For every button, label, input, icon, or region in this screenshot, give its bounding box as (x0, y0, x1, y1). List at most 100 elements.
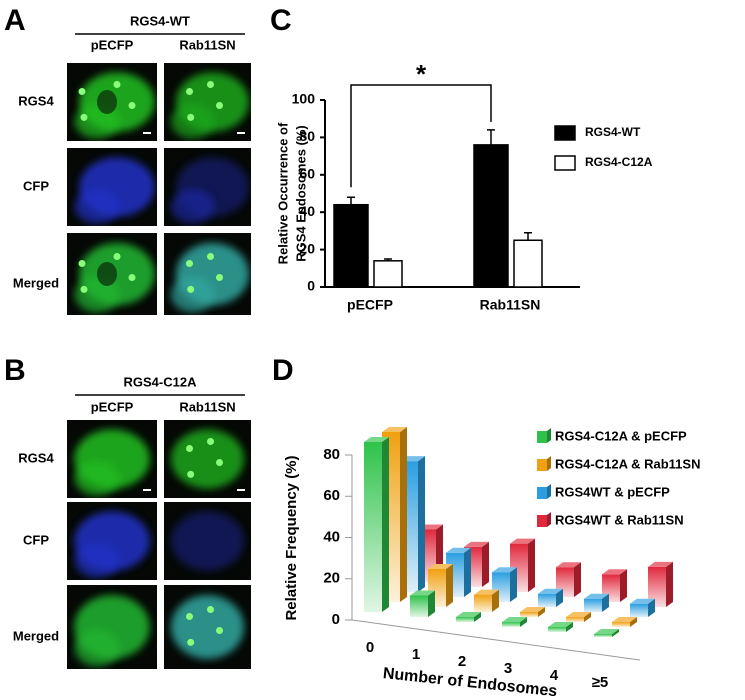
bar-3d (474, 589, 499, 612)
bar-3d (428, 563, 453, 607)
bar-front (364, 441, 382, 612)
endosome (186, 260, 193, 267)
endosome (187, 638, 195, 646)
micrograph (67, 63, 157, 141)
legend-label: RGS4-C12A & Rab11SN (555, 456, 700, 471)
bar-3d (446, 547, 471, 597)
endosome (113, 253, 121, 260)
row-label: Merged (13, 275, 59, 290)
bar-side (400, 426, 407, 602)
micrograph (67, 420, 157, 498)
bar-3d (648, 561, 673, 607)
x-tick-label: 3 (504, 660, 512, 677)
bar-top (428, 563, 453, 569)
bar-3d (566, 611, 591, 622)
bar-top (382, 426, 407, 432)
row-label: CFP (23, 532, 49, 547)
scale-bar (143, 132, 151, 134)
bar-3d (410, 590, 435, 617)
cell-group (170, 157, 250, 224)
bar-front (548, 626, 566, 632)
endosome (80, 113, 88, 121)
micrograph (164, 502, 251, 580)
y-tick-label: 80 (299, 128, 315, 144)
micrograph (164, 148, 251, 226)
x-tick-label: 4 (550, 667, 559, 684)
y-tick-label: 80 (323, 446, 340, 463)
cell-lobe (170, 276, 215, 313)
endosome (80, 285, 88, 293)
bar (513, 239, 543, 288)
bar-top (502, 616, 527, 622)
nucleus (97, 90, 117, 114)
x-tick-label: ≥5 (592, 674, 609, 691)
bar-top (520, 606, 545, 612)
legend-swatch (554, 155, 576, 171)
cell-lobe (74, 189, 120, 224)
endosome (216, 459, 223, 466)
column-label: pECFP (91, 37, 134, 52)
bar-side (612, 629, 619, 637)
y-axis-label: Relative Occurrence of (275, 122, 290, 264)
legend-swatch (537, 515, 547, 527)
micrograph (164, 585, 251, 669)
bar-top (602, 569, 627, 575)
legend-swatch (554, 125, 576, 141)
bar-3d (502, 616, 527, 627)
bar-side (602, 593, 609, 612)
scale-bar (143, 489, 151, 491)
cell (170, 511, 245, 571)
bar-side (574, 562, 581, 597)
bar-3d (630, 598, 655, 617)
bar-front (538, 593, 556, 607)
x-tick-label: 1 (412, 646, 420, 663)
y-tick-label: 100 (292, 91, 316, 107)
bar-top (492, 567, 517, 573)
bar-side (474, 611, 481, 622)
bar-side (464, 547, 471, 597)
x-tick-label: Rab11SN (480, 297, 541, 313)
legend-swatch (537, 459, 547, 471)
column-label: Rab11SN (179, 37, 235, 52)
endosome (186, 445, 193, 452)
cell (170, 429, 245, 489)
endosome (207, 81, 214, 88)
y-axis-label: RGS4 Endosomes (%) (293, 125, 308, 262)
cell-group (170, 242, 250, 313)
bar-side (382, 436, 389, 612)
error-bar (524, 232, 532, 241)
endosome (216, 627, 223, 634)
bar-front (520, 611, 538, 617)
column-label: Rab11SN (179, 399, 235, 414)
bar-top (464, 541, 489, 547)
bar-3d (548, 621, 573, 632)
x-axis-label: Number of Endosomes (382, 665, 558, 700)
bar-side (482, 541, 489, 587)
bar-top (594, 629, 619, 634)
cell-group (74, 242, 155, 313)
endosome (128, 274, 136, 281)
bar-side (630, 616, 637, 627)
bar-3d (520, 606, 545, 617)
bar-top (474, 589, 499, 595)
bar-side (566, 621, 573, 632)
bar-top (612, 616, 637, 622)
bar (333, 203, 369, 288)
endosome (207, 606, 214, 613)
micrograph (67, 502, 157, 580)
micrograph (67, 585, 157, 669)
bar-front (474, 594, 492, 612)
y-tick-label: 20 (323, 570, 340, 587)
endosome (186, 613, 193, 620)
bar-3d (584, 593, 609, 612)
legend-label: RGS4-WT (585, 125, 641, 139)
micrograph (164, 233, 251, 315)
bar-side (492, 589, 499, 612)
endosome (78, 88, 86, 95)
bar-front (456, 616, 474, 622)
endosome (128, 102, 136, 109)
legend-swatch-side (547, 512, 551, 527)
bar-front (410, 595, 428, 617)
cell-group (170, 72, 250, 139)
